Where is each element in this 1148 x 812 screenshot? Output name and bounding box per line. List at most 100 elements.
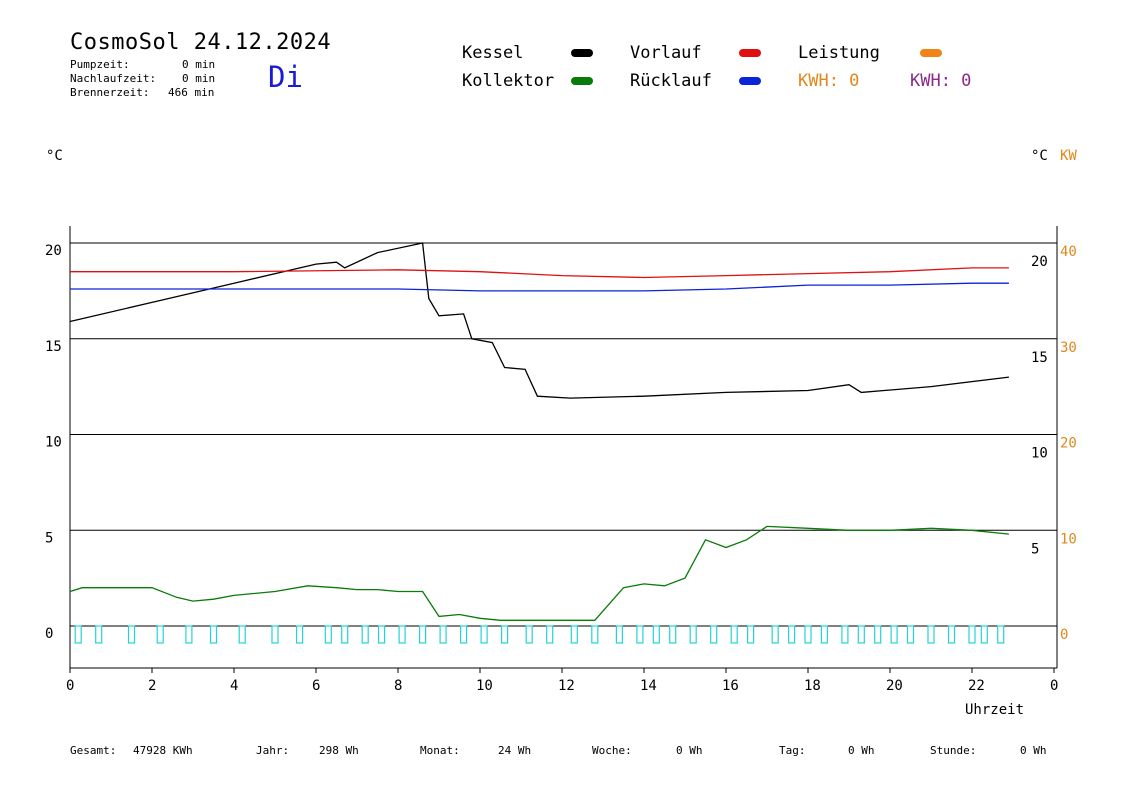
x-tick-label: 0 xyxy=(1050,678,1058,694)
pump-pulse xyxy=(480,625,488,644)
y-tick-label-left: 5 xyxy=(45,530,53,546)
pump-pulse xyxy=(804,625,812,644)
pump-pulse xyxy=(874,625,882,644)
pump-pulse xyxy=(271,625,279,644)
pump-pulse xyxy=(341,625,349,644)
pump-pulse xyxy=(906,625,915,644)
pump-pulse xyxy=(669,625,677,644)
x-tick-label: 22 xyxy=(968,678,985,694)
pump-pulse xyxy=(460,625,468,644)
pump-pulse xyxy=(238,625,246,644)
x-tick-label: 12 xyxy=(558,678,575,694)
x-tick-label: 6 xyxy=(312,678,320,694)
pump-pulse xyxy=(997,625,1005,644)
pump-pulse xyxy=(890,625,898,644)
pump-pulse xyxy=(730,625,738,644)
pump-pulse xyxy=(710,625,718,644)
kwh-purple: KWH: 0 xyxy=(910,71,972,91)
x-tick-label: 10 xyxy=(476,678,493,694)
pump-pulse xyxy=(185,625,193,644)
pump-pulse xyxy=(652,625,660,644)
nachlaufzeit-label: Nachlaufzeit: xyxy=(70,72,157,85)
pump-pulse xyxy=(771,625,779,644)
nachlaufzeit-value: 0 min xyxy=(182,72,216,85)
legend-vorlauf: Vorlauf xyxy=(630,43,702,63)
x-tick-label: 0 xyxy=(66,678,74,694)
y-tick-label-left: 0 xyxy=(45,626,53,642)
pump-pulse xyxy=(841,625,849,644)
pump-pulse xyxy=(501,625,509,644)
pump-pulse xyxy=(968,625,976,644)
legend-vorlauf-swatch xyxy=(739,49,761,57)
jahr-label: Jahr: xyxy=(256,744,290,757)
monat-value: 24 Wh xyxy=(498,744,532,757)
pump-pulse xyxy=(787,625,796,644)
pump-pulse xyxy=(570,625,578,644)
y-tick-label-right-kw: 30 xyxy=(1060,340,1077,356)
gesamt-label: Gesamt: xyxy=(70,744,117,757)
x-tick-label: 2 xyxy=(148,678,156,694)
x-tick-label: 4 xyxy=(230,678,238,694)
x-tick-label: 14 xyxy=(640,678,657,694)
pump-pulse xyxy=(546,625,554,644)
series-line-kessel xyxy=(69,242,1009,399)
y-tick-label-right-celsius: 20 xyxy=(1031,254,1048,270)
pumpzeit-value: 0 min xyxy=(182,58,216,71)
pump-pulse xyxy=(525,625,533,644)
x-tick-label: 18 xyxy=(804,678,821,694)
gesamt-value: 47928 KWh xyxy=(133,744,193,757)
pump-pulse xyxy=(980,625,988,644)
pump-pulse xyxy=(324,625,332,644)
y-tick-label-right-kw: 10 xyxy=(1060,531,1077,547)
series-line-vorlauf xyxy=(70,267,1009,279)
pump-pulse xyxy=(746,625,755,644)
pump-pulse xyxy=(591,625,599,644)
y-tick-label-left: 15 xyxy=(45,339,62,355)
x-tick-label: 16 xyxy=(722,678,739,694)
legend-ruecklauf: Rücklauf xyxy=(630,71,712,91)
legend-leistung-swatch xyxy=(920,49,942,57)
kwh-orange: KWH: 0 xyxy=(798,71,860,91)
pump-pulse xyxy=(296,625,304,644)
legend-kessel: Kessel xyxy=(462,43,524,63)
pump-pulse xyxy=(820,625,829,644)
y-tick-label-left: 20 xyxy=(45,243,62,259)
pump-pulse xyxy=(127,625,136,644)
x-tick-label: 20 xyxy=(886,678,903,694)
legend-ruecklauf-swatch xyxy=(739,77,761,85)
monat-label: Monat: xyxy=(420,744,460,757)
pump-pulse xyxy=(378,625,386,644)
x-tick-label: 8 xyxy=(394,678,402,694)
woche-label: Woche: xyxy=(592,744,632,757)
series-line-kollektor xyxy=(69,525,1009,621)
y-tick-label-right-celsius: 10 xyxy=(1031,446,1048,462)
pump-pulse xyxy=(857,625,865,644)
pump-pulse xyxy=(74,625,82,644)
pump-pulse xyxy=(209,625,218,644)
pump-pulse xyxy=(615,625,624,644)
pump-pulse xyxy=(439,625,447,644)
jahr-value: 298 Wh xyxy=(319,744,359,757)
left-axis-unit: °C xyxy=(46,148,63,164)
tag-value: 0 Wh xyxy=(848,744,875,757)
pump-pulse xyxy=(636,625,644,644)
pump-pulse xyxy=(689,625,697,644)
pump-pulse xyxy=(398,625,406,644)
legend-leistung: Leistung xyxy=(798,43,880,63)
legend-kessel-swatch xyxy=(571,49,593,57)
brennerzeit-value: 466 min xyxy=(168,86,215,99)
tag-label: Tag: xyxy=(779,744,806,757)
pump-pulse xyxy=(361,625,369,644)
y-tick-label-right-celsius: 5 xyxy=(1031,541,1039,557)
y-tick-label-right-kw: 20 xyxy=(1060,436,1077,452)
stunde-value: 0 Wh xyxy=(1020,744,1047,757)
y-tick-label-left: 10 xyxy=(45,435,62,451)
pumpzeit-label: Pumpzeit: xyxy=(70,58,130,71)
right-axis-unit-kw: KW xyxy=(1060,148,1077,164)
pump-pulse xyxy=(419,625,427,644)
pump-pulse xyxy=(927,625,935,644)
y-tick-label-right-kw: 40 xyxy=(1060,244,1077,260)
y-tick-label-right-celsius: 15 xyxy=(1031,350,1048,366)
series-line-rcklauf xyxy=(70,282,1009,292)
